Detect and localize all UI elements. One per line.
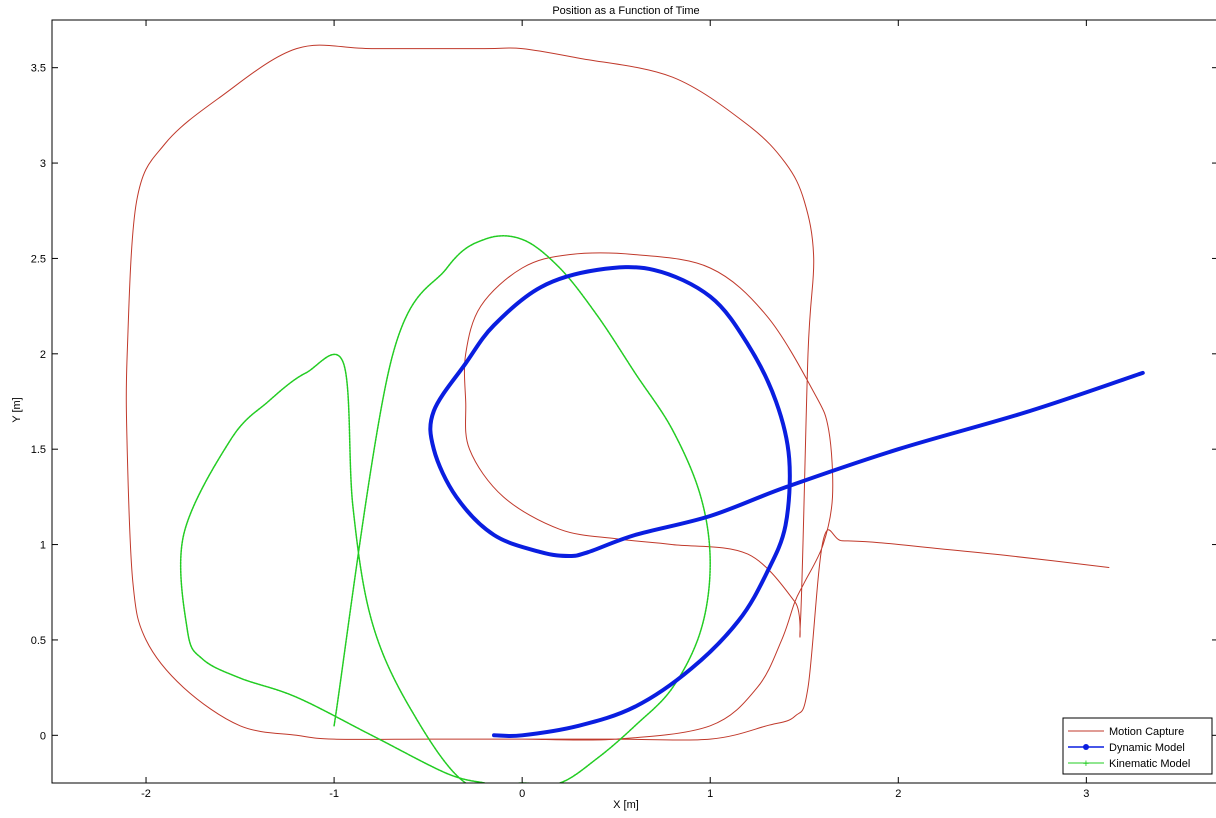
y-tick-label: 3.5 [31, 63, 46, 75]
x-tick-label: 1 [707, 788, 713, 800]
series-line-motion-capture [125, 44, 1110, 741]
y-axis-label: Y [m] [11, 397, 23, 422]
legend-marker-kinematic-model: + [1083, 758, 1089, 770]
legend-label-motion-capture: Motion Capture [1109, 726, 1184, 738]
y-tick-label: 3 [40, 158, 46, 170]
y-tick-label: 0 [40, 730, 46, 742]
series-line-dynamic-model [428, 265, 1145, 739]
chart-title: Position as a Function of Time [552, 5, 699, 17]
plot-frame [51, 19, 1216, 784]
legend: Motion Capture Dynamic Model + Kinematic… [1062, 717, 1213, 775]
y-tick-label: 1.5 [31, 444, 46, 456]
x-axis-label: X [m] [613, 799, 639, 811]
y-tick-label: 2 [40, 349, 46, 361]
legend-label-dynamic-model: Dynamic Model [1109, 742, 1185, 754]
legend-label-kinematic-model: Kinematic Model [1109, 758, 1190, 770]
tick-layer: -2 -1 0 1 2 3 0 0.5 1 1.5 2 2.5 3 3.5 [31, 20, 1216, 800]
legend-box [1062, 717, 1213, 775]
x-tick-label: 0 [519, 788, 525, 800]
x-tick-label: 2 [895, 788, 901, 800]
legend-marker-dynamic-model [1083, 744, 1089, 750]
x-tick-label: -1 [329, 788, 339, 800]
x-tick-label: 3 [1083, 788, 1089, 800]
x-tick-label: -2 [141, 788, 151, 800]
y-tick-label: 1 [40, 540, 46, 552]
series-line-kinematic-model [179, 235, 711, 783]
y-tick-label: 0.5 [31, 635, 46, 647]
y-tick-label: 2.5 [31, 253, 46, 265]
series-layer [125, 44, 1145, 783]
